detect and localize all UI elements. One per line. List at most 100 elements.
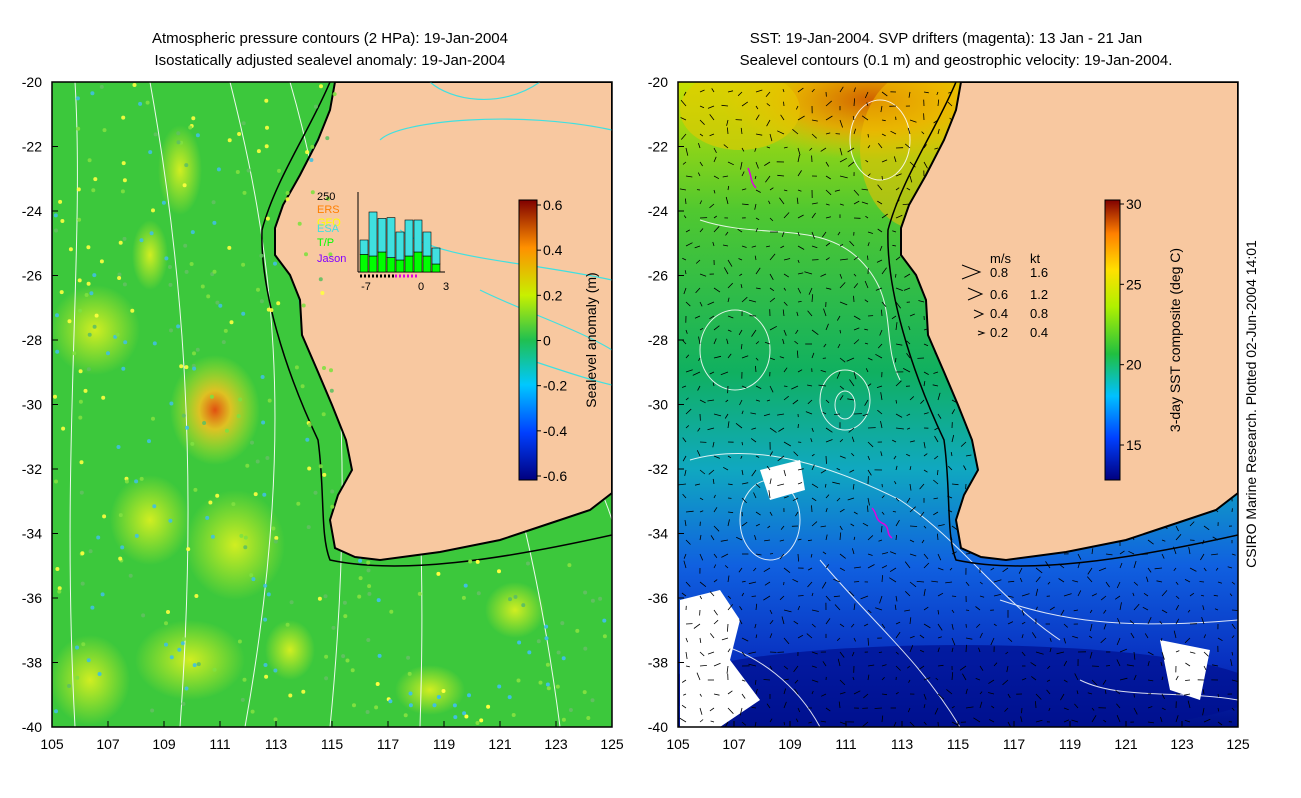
velocity-arrow [1090,623,1093,632]
y-tick-label: -34 [22,526,42,542]
x-tick-label: 113 [891,736,914,752]
velocity-arrow [720,371,729,376]
velocity-arrow [923,677,931,681]
track-dot [241,121,246,126]
velocity-arrow [699,133,704,137]
velocity-arrow [848,427,855,433]
velocity-arrow [766,703,771,709]
velocity-arrow [1091,715,1097,723]
right-colorbar [1104,199,1121,481]
velocity-arrow [685,175,693,178]
velocity-arrow [837,343,841,349]
velocity-arrow [684,520,687,527]
velocity-arrow [727,511,734,514]
velocity-arrow [903,368,911,373]
velocity-arrow [739,619,743,625]
velocity-arrow [867,609,872,614]
track-dot [301,303,306,308]
velocity-arrow [1021,678,1027,681]
velocity-arrow [875,607,883,611]
velocity-arrow [777,130,785,135]
velocity-arrow [909,635,915,639]
velocity-arrow [1161,539,1166,542]
velocity-arrow [825,439,833,443]
track-dot [561,656,566,661]
left-anomaly-blob [170,355,260,465]
x-tick-label: 107 [96,736,120,752]
velocity-arrow [937,553,942,561]
velocity-arrow [937,413,942,419]
velocity-arrow [739,606,743,611]
track-dot [189,262,194,266]
track-dot [141,613,146,618]
velocity-arrow [825,161,830,167]
velocity-arrow [852,676,855,681]
velocity-arrow [755,287,761,290]
velocity-arrow [713,226,720,233]
x-tick-label: 119 [1059,736,1082,752]
velocity-arrow [769,620,774,625]
velocity-arrow [755,133,763,136]
track-dot [181,637,186,641]
velocity-arrow [951,637,956,646]
velocity-arrow [1063,623,1068,628]
velocity-arrow [909,553,917,557]
velocity-arrow [824,483,827,488]
velocity-arrow [807,384,813,387]
track-dot [202,421,207,425]
velocity-arrow [865,215,869,219]
velocity-arrow [1047,665,1051,669]
track-dot [545,662,550,667]
velocity-arrow [853,339,860,345]
track-dot [358,558,363,563]
velocity-arrow [1154,567,1163,570]
track-dot [151,208,155,213]
track-dot [235,170,240,174]
velocity-arrow [1063,660,1068,667]
velocity-arrow [755,511,761,516]
legend-arrow-04 [973,309,985,319]
track-dot [590,698,595,703]
velocity-arrow [767,525,771,529]
x-tick-label: 115 [947,736,970,752]
velocity-arrow [1049,647,1052,653]
velocity-arrow [682,493,687,499]
velocity-arrow [685,539,691,545]
velocity-arrow [1173,567,1177,572]
velocity-arrow [881,511,885,515]
velocity-arrow [724,721,729,727]
velocity-arrow [726,338,729,345]
velocity-arrow [699,161,703,167]
velocity-arrow [748,581,757,585]
track-dot [190,230,195,235]
velocity-arrow [738,329,743,336]
velocity-arrow [965,688,968,695]
velocity-arrow [863,623,869,627]
track-dot [54,228,58,233]
velocity-arrow [1119,648,1128,653]
velocity-arrow [979,581,983,585]
velocity-arrow [893,721,897,727]
track-dot [206,294,211,299]
velocity-arrow [1063,637,1066,644]
velocity-arrow [881,525,883,533]
velocity-arrow [722,175,729,178]
velocity-arrow [937,592,944,597]
left-colorbar-ticks: 0.6 0.4 0.2 0 -0.2 -0.4 -0.6 [537,197,567,484]
velocity-arrow [867,497,870,506]
velocity-arrow [864,399,869,406]
x-tick-label: 123 [1170,736,1194,752]
inset-x-label-end: 3 [443,281,449,293]
track-dot [497,569,501,574]
velocity-arrow [909,644,914,653]
velocity-arrow [937,623,943,631]
velocity-arrow [741,580,746,583]
velocity-arrow [836,315,841,321]
velocity-arrow [906,353,911,359]
velocity-arrow [769,633,773,639]
left-colorbar-label: Sealevel anomaly (m) [583,272,599,407]
velocity-arrow [863,693,869,699]
velocity-arrow [1116,659,1121,667]
velocity-arrow [1021,651,1026,657]
velocity-arrow [979,665,984,671]
